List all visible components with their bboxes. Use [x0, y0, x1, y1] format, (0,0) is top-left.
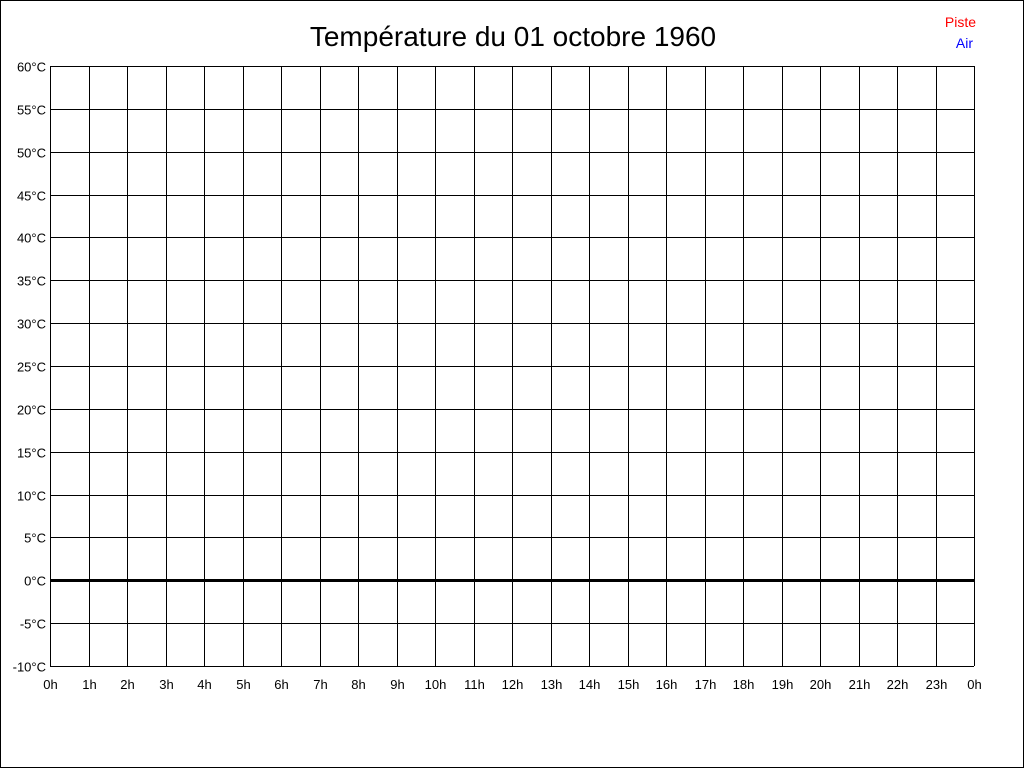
- x-tick-label: 13h: [541, 677, 563, 692]
- legend-piste: Piste: [945, 14, 976, 30]
- y-tick-label: 60°C: [17, 60, 46, 75]
- x-tick-label: 23h: [926, 677, 948, 692]
- grid: [50, 66, 975, 667]
- x-tick-label: 22h: [887, 677, 909, 692]
- x-tick-label: 0h: [43, 677, 57, 692]
- x-tick-label: 11h: [464, 677, 485, 692]
- y-tick-label: 10°C: [17, 489, 46, 504]
- x-tick-label: 8h: [351, 677, 365, 692]
- y-tick-label: -10°C: [13, 660, 46, 675]
- x-tick-label: 19h: [772, 677, 794, 692]
- x-tick-label: 18h: [733, 677, 755, 692]
- x-tick-label: 1h: [82, 677, 96, 692]
- x-tick-label: 20h: [810, 677, 832, 692]
- x-tick-label: 9h: [390, 677, 404, 692]
- x-tick-label: 10h: [425, 677, 447, 692]
- y-tick-label: 5°C: [24, 531, 46, 546]
- x-tick-label: 3h: [159, 677, 173, 692]
- y-tick-label: 15°C: [17, 446, 46, 461]
- y-tick-label: 40°C: [17, 231, 46, 246]
- y-tick-label: 20°C: [17, 403, 46, 418]
- x-tick-label: 5h: [236, 677, 250, 692]
- x-tick-label: 16h: [656, 677, 678, 692]
- x-tick-label: 21h: [849, 677, 871, 692]
- y-tick-label: 25°C: [17, 360, 46, 375]
- legend-air: Air: [956, 35, 973, 51]
- axis-labels: 60°C 55°C 50°C 45°C 40°C 35°C 30°C 25°C 20°C 15°C…: [13, 60, 982, 693]
- x-tick-label: 0h: [967, 677, 981, 692]
- x-tick-label: 12h: [502, 677, 524, 692]
- y-tick-label: 30°C: [17, 317, 46, 332]
- x-tick-label: 15h: [618, 677, 640, 692]
- x-tick-label: 7h: [313, 677, 327, 692]
- y-tick-label: 55°C: [17, 103, 46, 118]
- x-tick-label: 17h: [695, 677, 717, 692]
- x-tick-label: 2h: [120, 677, 134, 692]
- y-tick-label: 35°C: [17, 274, 46, 289]
- y-tick-label: -5°C: [20, 617, 46, 632]
- y-tick-label: 50°C: [17, 146, 46, 161]
- x-tick-label: 14h: [579, 677, 601, 692]
- y-tick-label: 0°C: [24, 574, 46, 589]
- x-tick-label: 6h: [274, 677, 288, 692]
- x-tick-label: 4h: [197, 677, 211, 692]
- y-tick-label: 45°C: [17, 189, 46, 204]
- chart-title: Température du 01 octobre 1960: [310, 21, 716, 52]
